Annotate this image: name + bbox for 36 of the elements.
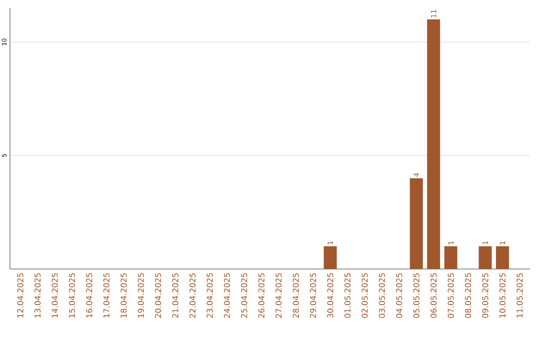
bar: [496, 246, 509, 269]
bar: [410, 178, 423, 269]
x-tick-label: 10.05.2025: [499, 273, 506, 318]
x-tick-label: 20.04.2025: [155, 273, 162, 318]
x-tick-label: 04.05.2025: [396, 273, 402, 318]
x-tick-label: 25.04.2025: [241, 273, 248, 318]
x-tick-label: 26.04.2025: [258, 273, 264, 318]
x-tick-label: 16.04.2025: [86, 273, 92, 318]
x-tick-label: 13.04.2025: [34, 273, 41, 318]
x-tick-label: 09.05.2025: [482, 273, 488, 318]
bar: [444, 246, 458, 269]
x-tick-label: 17.04.2025: [103, 273, 110, 318]
bar: [478, 246, 492, 269]
x-tick-label: 14.04.2025: [52, 273, 58, 318]
x-tick-label: 06.05.2025: [430, 273, 437, 318]
x-tick-label: 03.05.2025: [378, 273, 385, 318]
x-tick-label: 07.05.2025: [448, 273, 454, 318]
x-tick-label: 15.04.2025: [68, 273, 76, 318]
x-tick-label: 02.05.2025: [362, 273, 368, 318]
x-tick-label: 12.04.2025: [17, 273, 24, 318]
x-tick-label: 21.04.2025: [172, 273, 178, 318]
bar: [324, 246, 337, 269]
bar: [427, 19, 440, 269]
x-tick-label: 24.04.2025: [224, 273, 230, 318]
x-tick-label: 19.04.2025: [138, 273, 144, 318]
x-tick-label: 27.04.2025: [276, 273, 282, 318]
x-tick-label: 22.04.2025: [189, 273, 196, 318]
x-tick-label: 08.05.2025: [464, 273, 472, 318]
x-tick-label: 05.05.2025: [413, 273, 420, 318]
x-tick-label: 01.05.2025: [344, 273, 351, 318]
x-tick-label: 28.04.2025: [292, 273, 299, 318]
x-tick-label: 11.05.2025: [516, 273, 523, 318]
x-tick-label: 23.04.2025: [206, 273, 213, 318]
x-tick-label: 29.04.2025: [310, 273, 316, 318]
x-tick-label: 30.04.2025: [327, 273, 334, 318]
x-tick-label: 18.04.2025: [120, 273, 127, 318]
